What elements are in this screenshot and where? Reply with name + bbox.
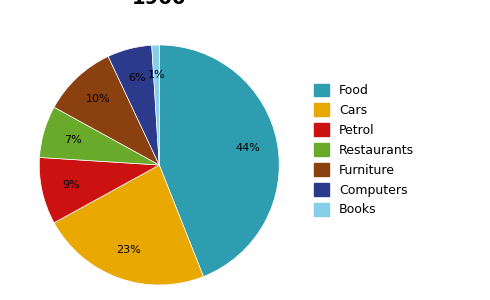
Wedge shape [152, 45, 159, 165]
Legend: Food, Cars, Petrol, Restaurants, Furniture, Computers, Books: Food, Cars, Petrol, Restaurants, Furnitu… [310, 80, 417, 220]
Text: 6%: 6% [128, 73, 146, 83]
Wedge shape [159, 45, 279, 277]
Text: 9%: 9% [63, 180, 80, 190]
Text: 10%: 10% [85, 94, 110, 104]
Title: 1966: 1966 [132, 0, 186, 8]
Wedge shape [54, 56, 159, 165]
Text: 44%: 44% [235, 143, 260, 153]
Wedge shape [54, 165, 203, 285]
Text: 1%: 1% [147, 70, 165, 80]
Wedge shape [39, 158, 159, 223]
Text: 23%: 23% [117, 245, 141, 255]
Text: 7%: 7% [64, 135, 82, 145]
Wedge shape [40, 107, 159, 165]
Wedge shape [108, 45, 159, 165]
